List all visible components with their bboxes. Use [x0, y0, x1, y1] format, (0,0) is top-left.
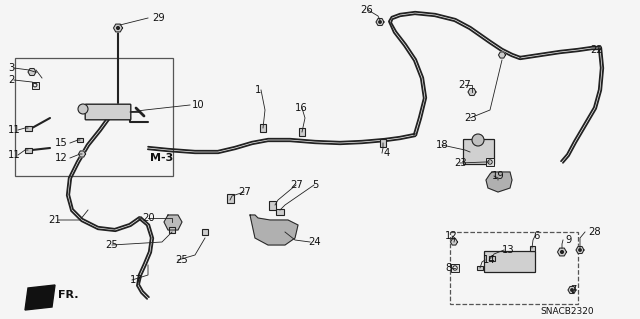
- Circle shape: [579, 249, 581, 251]
- Bar: [227, 194, 234, 203]
- Text: 10: 10: [192, 100, 205, 110]
- Polygon shape: [25, 285, 55, 310]
- Text: 20: 20: [142, 213, 155, 223]
- Text: 15: 15: [55, 138, 68, 148]
- Circle shape: [571, 289, 573, 291]
- Text: 5: 5: [312, 180, 318, 190]
- Text: M-3: M-3: [150, 153, 173, 163]
- Bar: [31, 81, 38, 88]
- Text: 27: 27: [238, 187, 251, 197]
- Polygon shape: [376, 19, 384, 26]
- Text: 25: 25: [175, 255, 188, 265]
- Circle shape: [472, 134, 484, 146]
- Text: 25: 25: [105, 240, 118, 250]
- Polygon shape: [576, 247, 584, 254]
- Circle shape: [561, 251, 563, 253]
- Bar: [529, 246, 534, 250]
- Text: 29: 29: [152, 13, 164, 23]
- FancyBboxPatch shape: [484, 251, 536, 272]
- Text: 22: 22: [590, 45, 603, 55]
- Text: FR.: FR.: [58, 290, 79, 300]
- Bar: [477, 266, 483, 270]
- Text: 19: 19: [492, 171, 505, 181]
- Bar: [169, 227, 175, 233]
- Polygon shape: [250, 215, 298, 245]
- Bar: [276, 209, 284, 215]
- Bar: [77, 138, 83, 142]
- Polygon shape: [113, 24, 122, 32]
- Text: SNACB2320: SNACB2320: [540, 308, 594, 316]
- Text: 28: 28: [588, 227, 600, 237]
- Text: 14: 14: [483, 255, 495, 265]
- Text: 23: 23: [464, 113, 477, 123]
- Text: 2: 2: [8, 75, 14, 85]
- Bar: [451, 264, 459, 272]
- Circle shape: [379, 21, 381, 23]
- Text: 11: 11: [8, 150, 20, 160]
- Text: 26: 26: [360, 5, 372, 15]
- Text: 3: 3: [8, 63, 14, 73]
- Text: 6: 6: [533, 231, 540, 241]
- Circle shape: [488, 160, 492, 164]
- FancyBboxPatch shape: [463, 139, 495, 165]
- Bar: [380, 139, 386, 147]
- Text: 7: 7: [570, 285, 577, 295]
- Bar: [269, 201, 275, 210]
- Polygon shape: [164, 215, 182, 230]
- Text: 18: 18: [436, 140, 449, 150]
- Circle shape: [78, 104, 88, 114]
- Bar: [24, 125, 31, 130]
- Circle shape: [453, 266, 457, 270]
- Text: 8: 8: [445, 263, 451, 273]
- Text: 9: 9: [565, 235, 572, 245]
- Bar: [260, 124, 266, 132]
- Bar: [299, 128, 305, 136]
- Text: 4: 4: [384, 148, 390, 158]
- Circle shape: [33, 83, 37, 87]
- Polygon shape: [557, 248, 566, 256]
- Text: 27: 27: [290, 180, 303, 190]
- FancyBboxPatch shape: [85, 104, 131, 120]
- Bar: [486, 158, 494, 166]
- Polygon shape: [28, 69, 36, 76]
- Text: 12: 12: [55, 153, 68, 163]
- Bar: [450, 232, 578, 304]
- Bar: [202, 229, 208, 235]
- Circle shape: [116, 27, 119, 29]
- Text: 27: 27: [458, 80, 471, 90]
- Bar: [24, 147, 31, 152]
- Text: 1: 1: [255, 85, 261, 95]
- Polygon shape: [568, 286, 576, 293]
- Text: 11: 11: [8, 125, 20, 135]
- Polygon shape: [486, 172, 512, 192]
- Text: 16: 16: [295, 103, 308, 113]
- Bar: [15, 58, 173, 176]
- Polygon shape: [499, 52, 506, 58]
- Polygon shape: [451, 239, 458, 245]
- Polygon shape: [79, 151, 86, 157]
- Bar: [489, 256, 495, 261]
- Text: 23: 23: [454, 158, 467, 168]
- Text: 24: 24: [308, 237, 321, 247]
- Text: 17: 17: [130, 275, 143, 285]
- Text: 21: 21: [48, 215, 61, 225]
- Polygon shape: [468, 89, 476, 95]
- Text: 12: 12: [445, 231, 458, 241]
- Text: 13: 13: [502, 245, 515, 255]
